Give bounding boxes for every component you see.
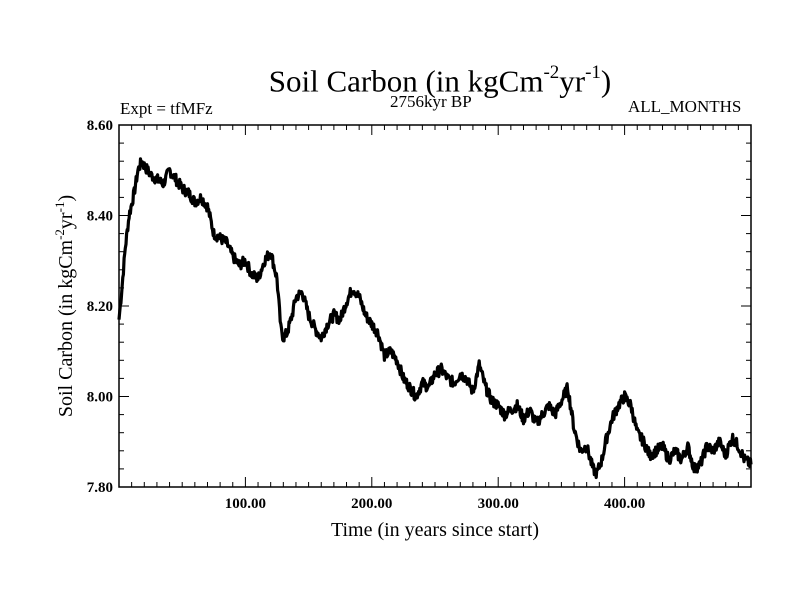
plot-frame xyxy=(118,124,752,488)
x-tick-label: 300.00 xyxy=(478,496,519,512)
axis-ticks xyxy=(119,125,751,487)
y-tick-label: 8.60 xyxy=(87,118,113,134)
y-tick-label: 8.00 xyxy=(87,390,113,406)
x-tick-label: 400.00 xyxy=(604,496,645,512)
tick-labels: 100.00 200.00 300.00 400.00 7.80 8.00 8.20 8.40… xyxy=(87,118,645,512)
chart-subtitle: 2756kyr BP xyxy=(390,92,472,111)
months-label: ALL_MONTHS xyxy=(628,97,742,116)
series-line-soil-carbon xyxy=(117,157,753,480)
y-tick-label: 8.20 xyxy=(87,299,113,315)
y-axis-label: Soil Carbon (in kgCm-2yr-1) xyxy=(52,195,77,417)
x-tick-label: 100.00 xyxy=(225,496,266,512)
y-tick-label: 8.40 xyxy=(87,209,113,225)
experiment-label: Expt = tfMFz xyxy=(120,99,213,118)
y-tick-label: 7.80 xyxy=(87,480,113,496)
x-tick-label: 200.00 xyxy=(351,496,392,512)
x-axis-label: Time (in years since start) xyxy=(331,519,539,541)
chart-title: Soil Carbon (in kgCm-2yr-1) xyxy=(268,62,612,99)
